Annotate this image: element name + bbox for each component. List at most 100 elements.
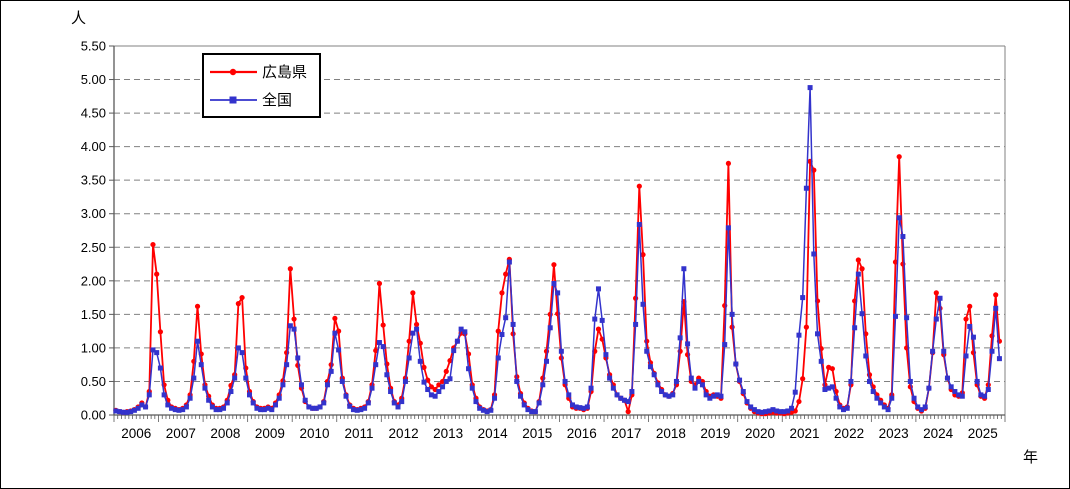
data-point-zenkoku bbox=[948, 384, 954, 390]
data-point-zenkoku bbox=[636, 221, 642, 227]
data-point-zenkoku bbox=[280, 382, 286, 388]
data-point-zenkoku bbox=[878, 400, 884, 406]
data-point-zenkoku bbox=[143, 404, 149, 410]
data-point-zenkoku bbox=[744, 399, 750, 405]
legend-circle-marker-icon bbox=[229, 68, 237, 76]
data-point-zenkoku bbox=[172, 407, 178, 413]
data-point-zenkoku bbox=[963, 353, 969, 359]
x-year-label: 2009 bbox=[255, 426, 285, 441]
data-point-zenkoku bbox=[146, 392, 152, 398]
data-point-zenkoku bbox=[811, 251, 817, 257]
data-point-hiroshima bbox=[239, 294, 245, 301]
data-point-zenkoku bbox=[518, 393, 524, 399]
y-tick-label: 5.50 bbox=[81, 39, 106, 54]
data-point-zenkoku bbox=[287, 323, 293, 329]
data-point-zenkoku bbox=[358, 407, 364, 413]
data-point-zenkoku bbox=[837, 404, 843, 410]
data-point-zenkoku bbox=[313, 405, 319, 411]
data-point-zenkoku bbox=[892, 313, 898, 319]
data-point-hiroshima bbox=[291, 316, 297, 322]
x-year-label: 2011 bbox=[345, 426, 374, 441]
data-point-zenkoku bbox=[599, 317, 605, 323]
data-point-zenkoku bbox=[993, 305, 999, 311]
data-point-zenkoku bbox=[206, 397, 212, 403]
data-point-zenkoku bbox=[989, 348, 995, 354]
data-point-zenkoku bbox=[841, 407, 847, 413]
data-point-zenkoku bbox=[844, 405, 850, 411]
data-point-hiroshima bbox=[963, 316, 969, 322]
data-point-zenkoku bbox=[677, 335, 683, 341]
data-point-zenkoku bbox=[235, 345, 241, 351]
data-point-zenkoku bbox=[128, 409, 134, 415]
data-point-zenkoku bbox=[930, 348, 936, 354]
data-point-zenkoku bbox=[380, 344, 386, 350]
data-point-zenkoku bbox=[959, 393, 965, 399]
data-point-hiroshima bbox=[967, 303, 973, 309]
data-point-zenkoku bbox=[818, 358, 824, 364]
data-point-zenkoku bbox=[198, 362, 204, 368]
data-point-zenkoku bbox=[521, 402, 527, 408]
data-point-zenkoku bbox=[625, 399, 631, 405]
data-point-zenkoku bbox=[659, 389, 665, 395]
data-point-hiroshima bbox=[157, 329, 164, 335]
data-point-zenkoku bbox=[755, 409, 761, 415]
data-point-zenkoku bbox=[673, 378, 679, 384]
data-point-zenkoku bbox=[562, 378, 568, 384]
data-point-zenkoku bbox=[922, 404, 928, 410]
data-point-zenkoku bbox=[443, 378, 449, 384]
data-point-zenkoku bbox=[343, 393, 349, 399]
data-point-zenkoku bbox=[217, 407, 223, 413]
legend-label: 全国 bbox=[262, 91, 292, 109]
data-point-hiroshima bbox=[551, 262, 557, 268]
data-point-zenkoku bbox=[209, 404, 215, 410]
data-point-zenkoku bbox=[996, 356, 1002, 362]
x-year-label: 2012 bbox=[389, 426, 419, 441]
data-point-zenkoku bbox=[302, 397, 308, 403]
data-point-zenkoku bbox=[651, 372, 657, 378]
data-point-zenkoku bbox=[525, 407, 531, 413]
data-point-zenkoku bbox=[395, 404, 401, 410]
x-year-label: 2021 bbox=[790, 426, 820, 441]
data-point-zenkoku bbox=[332, 330, 338, 336]
data-point-hiroshima bbox=[413, 321, 420, 328]
data-point-zenkoku bbox=[169, 405, 175, 411]
data-point-zenkoku bbox=[647, 364, 653, 370]
data-point-zenkoku bbox=[848, 378, 854, 384]
data-point-zenkoku bbox=[547, 325, 553, 331]
data-point-zenkoku bbox=[243, 375, 249, 381]
data-point-zenkoku bbox=[269, 407, 275, 413]
data-point-zenkoku bbox=[870, 389, 876, 395]
data-point-zenkoku bbox=[855, 271, 861, 277]
data-point-zenkoku bbox=[785, 408, 791, 414]
data-point-zenkoku bbox=[540, 382, 546, 388]
data-point-zenkoku bbox=[176, 407, 182, 413]
x-year-label: 2013 bbox=[433, 426, 463, 441]
data-point-zenkoku bbox=[376, 340, 382, 346]
data-point-zenkoku bbox=[506, 259, 512, 265]
data-point-zenkoku bbox=[863, 353, 869, 359]
data-point-zenkoku bbox=[569, 402, 575, 408]
x-year-label: 2010 bbox=[299, 426, 329, 441]
data-point-zenkoku bbox=[573, 404, 579, 410]
legend-box bbox=[202, 53, 321, 118]
y-tick-label: 4.00 bbox=[81, 139, 106, 154]
data-point-hiroshima bbox=[933, 290, 939, 296]
data-point-zenkoku bbox=[937, 295, 943, 301]
x-year-label: 2014 bbox=[478, 426, 509, 441]
data-point-zenkoku bbox=[633, 321, 639, 327]
data-point-zenkoku bbox=[915, 404, 921, 410]
data-point-zenkoku bbox=[195, 338, 201, 344]
data-point-zenkoku bbox=[425, 387, 431, 393]
data-point-zenkoku bbox=[722, 342, 728, 348]
data-point-hiroshima bbox=[447, 358, 453, 364]
data-point-zenkoku bbox=[298, 382, 304, 388]
y-tick-label: 4.50 bbox=[81, 106, 106, 121]
data-point-zenkoku bbox=[265, 405, 271, 411]
data-point-hiroshima bbox=[725, 160, 732, 167]
data-point-hiroshima bbox=[373, 347, 379, 354]
data-point-hiroshima bbox=[406, 338, 412, 344]
data-point-zenkoku bbox=[295, 355, 301, 361]
data-point-zenkoku bbox=[889, 395, 895, 401]
